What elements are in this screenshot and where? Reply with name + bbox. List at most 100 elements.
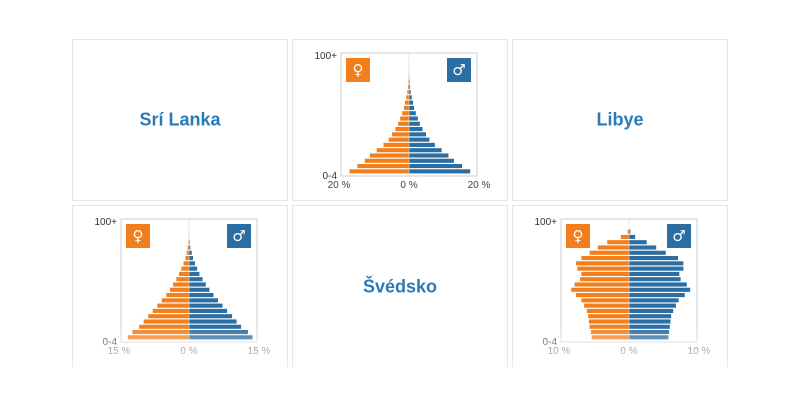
male-bar xyxy=(629,256,678,261)
card-pyramid-top[interactable]: 100+ 0-4 20 % 0 % 20 % ♀ ♂ xyxy=(292,39,508,201)
female-bar xyxy=(581,256,629,261)
female-bar xyxy=(349,169,409,174)
female-bar xyxy=(404,100,409,105)
male-bar xyxy=(409,79,410,84)
country-name: Libye xyxy=(596,109,644,130)
x-tick-label: 15 % xyxy=(108,346,131,357)
male-bar xyxy=(189,261,195,266)
card-pyramid-right[interactable]: 100+ 0-4 10 % 0 % 10 % ♀ ♂ xyxy=(512,205,728,367)
female-bar xyxy=(185,256,189,261)
female-bar xyxy=(395,127,409,132)
x-tick-label: 20 % xyxy=(468,180,491,191)
male-bar xyxy=(409,164,463,169)
female-bar xyxy=(169,287,189,292)
female-icon xyxy=(126,224,150,248)
male-bar xyxy=(189,271,200,276)
male-bar xyxy=(189,335,253,340)
male-bar xyxy=(629,234,636,239)
female-bar xyxy=(574,282,629,287)
female-bar xyxy=(157,303,189,308)
male-bar xyxy=(629,330,670,335)
male-bar xyxy=(409,148,442,153)
female-bar xyxy=(148,314,189,319)
male-bar xyxy=(629,314,672,319)
female-symbol-icon: ♀ xyxy=(133,227,144,245)
male-bar xyxy=(409,105,415,110)
female-bar xyxy=(571,287,629,292)
female-bar xyxy=(607,240,629,245)
male-bar xyxy=(409,127,423,132)
male-icon xyxy=(667,224,691,248)
female-bar xyxy=(402,111,409,116)
male-bar xyxy=(629,293,685,298)
female-bar xyxy=(581,271,629,276)
female-bar xyxy=(173,282,189,287)
male-bar xyxy=(189,240,190,245)
female-symbol-icon: ♀ xyxy=(573,227,584,245)
male-bar xyxy=(629,245,657,250)
card-pyramid-left[interactable]: 100+ 0-4 15 % 0 % 15 % ♀ ♂ xyxy=(72,205,288,367)
male-icon xyxy=(447,58,471,82)
x-tick-label: 15 % xyxy=(248,346,271,357)
female-bar xyxy=(589,250,629,255)
male-bar xyxy=(409,132,426,137)
female-bar xyxy=(187,245,189,250)
male-bar xyxy=(409,111,416,116)
female-bar xyxy=(139,324,189,329)
male-bar xyxy=(409,116,418,121)
female-bar xyxy=(588,319,629,324)
country-name: Švédsko xyxy=(362,276,438,296)
female-bar xyxy=(586,308,629,313)
male-bar xyxy=(189,266,198,271)
card-libye[interactable]: Libye xyxy=(512,39,728,201)
male-bar xyxy=(409,121,420,126)
female-bar xyxy=(577,266,629,271)
male-bar xyxy=(189,308,228,313)
card-sri-lanka[interactable]: Srí Lanka xyxy=(72,39,288,201)
female-bar xyxy=(186,250,189,255)
female-bar xyxy=(188,240,189,245)
male-bar xyxy=(629,250,666,255)
female-bar xyxy=(408,79,409,84)
female-bar xyxy=(589,324,629,329)
female-bar xyxy=(591,335,629,340)
female-bar xyxy=(590,330,629,335)
card-svedsko[interactable]: Švédsko xyxy=(292,205,508,367)
male-bar xyxy=(629,266,684,271)
female-icon xyxy=(346,58,370,82)
female-bar xyxy=(406,95,409,100)
male-bar xyxy=(629,261,684,266)
male-bar xyxy=(189,245,191,250)
male-bar xyxy=(629,240,647,245)
female-bar xyxy=(575,293,629,298)
female-bar xyxy=(575,261,629,266)
female-bar xyxy=(407,90,409,95)
male-bar xyxy=(629,303,676,308)
fade-overlay xyxy=(293,327,507,367)
male-bar xyxy=(409,84,411,89)
y-tick-label-top: 100+ xyxy=(314,51,337,62)
male-bar xyxy=(409,95,412,100)
female-bar xyxy=(369,153,409,158)
female-bar xyxy=(132,330,189,335)
y-tick-label-top: 100+ xyxy=(534,217,557,228)
male-bar xyxy=(189,324,242,329)
male-bar xyxy=(629,229,631,234)
male-bar xyxy=(409,90,411,95)
male-bar xyxy=(189,314,233,319)
male-bar xyxy=(189,298,219,303)
female-bar xyxy=(179,271,189,276)
male-bar xyxy=(629,271,680,276)
female-bar xyxy=(407,84,409,89)
country-grid: Srí Lanka 100+ 0-4 20 % 0 % 20 % ♀ ♂ Libye 100… xyxy=(72,39,730,381)
male-bar xyxy=(189,250,192,255)
female-bar xyxy=(364,158,409,163)
population-pyramid-chart: 100+0-420 % 0 % 20 %♀ ♂ xyxy=(314,51,491,191)
female-bar xyxy=(143,319,189,324)
x-tick-label: 0 % xyxy=(400,180,417,191)
population-pyramid-chart: 100+0-410 % 0 % 10 %♀ ♂ xyxy=(534,217,710,357)
male-bar xyxy=(629,308,674,313)
male-symbol-icon: ♂ xyxy=(232,227,245,245)
male-bar xyxy=(189,256,194,261)
country-name: Srí Lanka xyxy=(139,109,221,130)
